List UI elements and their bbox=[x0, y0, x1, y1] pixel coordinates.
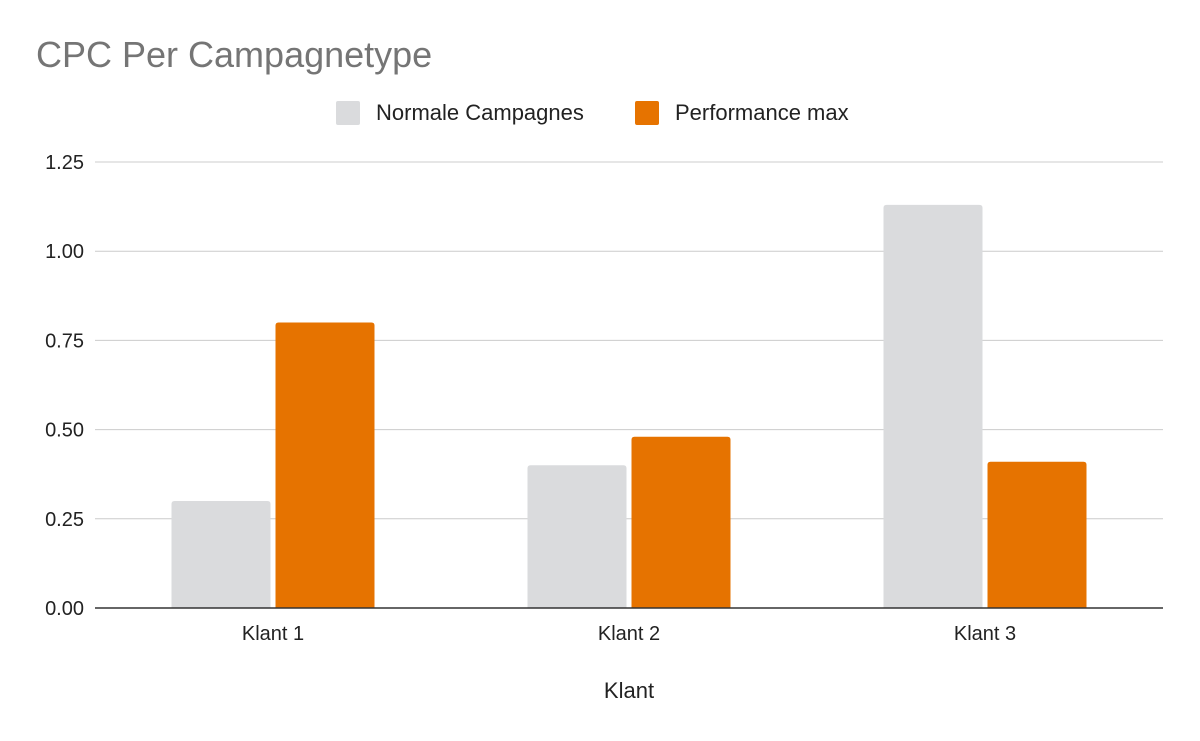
y-tick-label: 0.50 bbox=[45, 420, 84, 442]
bar-performance-max-klant-3 bbox=[987, 461, 1087, 608]
y-tick-label: 0.25 bbox=[45, 509, 84, 531]
legend-swatch-performance-max bbox=[635, 101, 659, 125]
y-tick-label: 0.00 bbox=[45, 598, 84, 620]
bar-normale-campagnes-klant-3 bbox=[883, 204, 983, 609]
legend: Normale Campagnes Performance max bbox=[336, 100, 849, 125]
bar-performance-max-klant-2 bbox=[631, 436, 731, 608]
bar-performance-max-klant-1 bbox=[275, 322, 375, 608]
bar-normale-campagnes-klant-1 bbox=[171, 500, 271, 608]
y-tick-label: 1.00 bbox=[45, 241, 84, 263]
x-tick-label: Klant 3 bbox=[954, 623, 1016, 645]
legend-swatch-normale-campagnes bbox=[336, 101, 360, 125]
x-axis-label: Klant bbox=[604, 678, 654, 703]
y-axis-ticks: 0.00 0.25 0.50 0.75 1.00 1.25 bbox=[45, 152, 84, 620]
x-tick-label: Klant 2 bbox=[598, 623, 660, 645]
bars bbox=[171, 204, 1087, 609]
bar-normale-campagnes-klant-2 bbox=[527, 465, 627, 608]
legend-label-normale-campagnes: Normale Campagnes bbox=[376, 100, 584, 125]
y-tick-label: 0.75 bbox=[45, 330, 84, 352]
chart-title: CPC Per Campagnetype bbox=[36, 34, 432, 75]
y-tick-label: 1.25 bbox=[45, 152, 84, 174]
legend-label-performance-max: Performance max bbox=[675, 100, 849, 125]
gridlines bbox=[95, 161, 1163, 520]
x-tick-label: Klant 1 bbox=[242, 623, 304, 645]
x-axis-ticks: Klant 1 Klant 2 Klant 3 bbox=[242, 623, 1016, 645]
